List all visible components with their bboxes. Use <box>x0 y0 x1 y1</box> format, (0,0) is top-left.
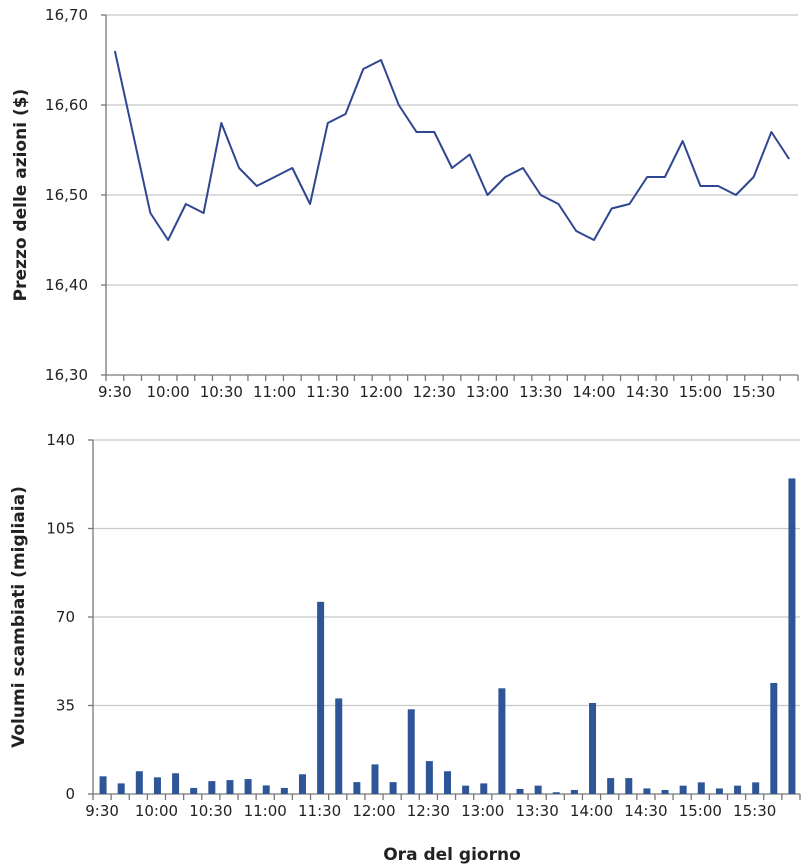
volume-bar-chart: 0 35 70 105 140 9:30 10:00 10:30 11:00 11:30 12:00… <box>46 431 801 820</box>
volume-bar <box>552 792 560 794</box>
x-tick-label: 12:30 <box>407 802 450 820</box>
volume-y-axis-title: Volumi scambiati (migliaia) <box>9 486 29 748</box>
x-tick-label: 13:30 <box>519 383 562 401</box>
y-tick-label: 0 <box>65 785 75 803</box>
x-tick-label: 15:00 <box>679 802 722 820</box>
volume-bar <box>697 782 705 794</box>
volume-bar <box>444 771 451 794</box>
x-tick-label: 10:00 <box>135 802 178 820</box>
x-tick-label: 14:30 <box>624 802 667 820</box>
x-tick-label: 14:00 <box>572 383 615 401</box>
volume-bar <box>770 682 778 794</box>
volume-bar <box>208 781 216 794</box>
x-tick-label: 14:00 <box>570 802 613 820</box>
x-tick-label: 12:00 <box>359 383 402 401</box>
volume-bar <box>280 787 288 794</box>
x-tick-label: 9:30 <box>85 802 119 820</box>
price-line-chart: 16,30 16,40 16,50 16,60 16,70 9:30 10:00 10:30 1… <box>45 6 799 401</box>
y-tick-label: 35 <box>56 697 75 715</box>
volume-bar <box>371 764 379 794</box>
volume-bar <box>425 761 433 794</box>
y-tick-label: 16,70 <box>45 6 88 24</box>
volume-bar <box>298 774 306 794</box>
volume-bar <box>788 478 796 794</box>
x-tick-label: 15:30 <box>733 802 776 820</box>
volume-bar <box>353 782 361 794</box>
x-tick-label: 12:30 <box>413 383 456 401</box>
x-tick-label: 12:00 <box>352 802 395 820</box>
x-tick-label: 11:30 <box>306 383 349 401</box>
volume-bar <box>335 698 343 794</box>
volume-bar <box>226 780 234 794</box>
volume-bar <box>172 773 180 794</box>
x-axis-title: Ora del giorno <box>383 845 521 865</box>
volume-bar <box>244 779 252 794</box>
x-tick-label: 15:00 <box>679 383 722 401</box>
y-tick-label: 140 <box>46 431 75 449</box>
x-tick-label: 9:30 <box>98 383 132 401</box>
x-tick-label: 14:30 <box>626 383 669 401</box>
price-y-axis-title: Prezzo delle azioni ($) <box>11 89 31 302</box>
volume-bar <box>734 785 742 794</box>
volume-bar <box>589 702 597 794</box>
volume-bar <box>625 778 633 794</box>
volume-bar <box>570 789 578 794</box>
y-tick-label: 16,30 <box>45 366 88 384</box>
x-tick-label: 11:00 <box>244 802 287 820</box>
x-tick-label: 13:00 <box>461 802 504 820</box>
volume-bar <box>190 787 198 794</box>
volume-bar <box>317 601 325 794</box>
volume-bar <box>480 783 488 794</box>
volume-bar <box>99 776 107 794</box>
volume-bar <box>407 709 415 794</box>
volume-bar <box>679 785 687 794</box>
volume-bar <box>153 777 161 794</box>
x-tick-label: 15:30 <box>732 383 775 401</box>
x-tick-label: 13:00 <box>466 383 509 401</box>
volume-bar <box>498 688 506 794</box>
y-tick-label: 16,40 <box>45 276 88 294</box>
x-tick-label: 11:30 <box>298 802 341 820</box>
x-tick-label: 13:30 <box>516 802 559 820</box>
volume-bar <box>117 783 125 794</box>
price-line <box>113 50 790 241</box>
volume-bar <box>462 785 470 794</box>
volume-bar <box>643 788 651 794</box>
volume-bar <box>607 778 615 794</box>
y-tick-label: 16,50 <box>45 186 88 204</box>
volume-bar <box>135 771 143 794</box>
volume-bar <box>516 788 524 794</box>
volume-bar <box>752 782 760 794</box>
volume-bar <box>661 789 669 794</box>
y-tick-label: 16,60 <box>45 96 88 114</box>
x-tick-label: 11:00 <box>253 383 296 401</box>
volume-bar <box>534 785 542 794</box>
volume-bar <box>389 782 397 794</box>
x-tick-label: 10:30 <box>189 802 232 820</box>
volume-bar <box>715 788 723 794</box>
y-tick-label: 105 <box>46 520 75 538</box>
volume-bar <box>262 785 270 794</box>
y-tick-label: 70 <box>56 608 75 626</box>
x-tick-label: 10:00 <box>146 383 189 401</box>
x-tick-label: 10:30 <box>200 383 243 401</box>
